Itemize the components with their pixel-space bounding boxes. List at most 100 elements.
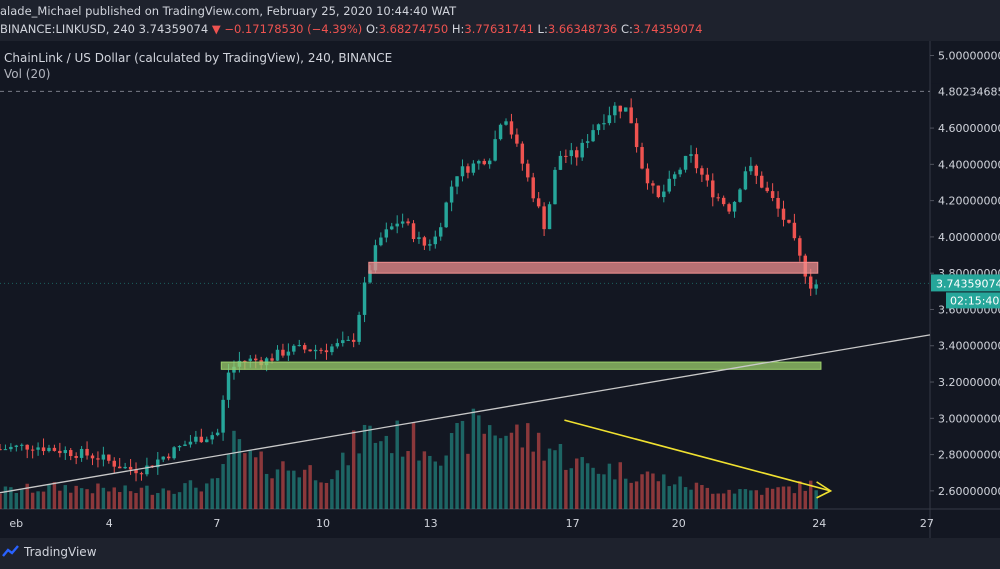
chart-legend-title: ChainLink / US Dollar (calculated by Tra…: [4, 51, 393, 65]
volume-bar: [85, 489, 89, 509]
candle-body: [41, 447, 46, 452]
volume-bar: [477, 415, 481, 509]
volume-bar: [150, 494, 155, 509]
y-tick-label: 4.40000000: [938, 158, 1000, 171]
price-chart[interactable]: 5.00000000 4.60000000 4.40000000 4.20000000…: [0, 41, 1000, 538]
x-tick-label: 20: [672, 517, 686, 530]
volume-bar: [297, 477, 301, 509]
candle-body: [569, 150, 574, 157]
volume-bar: [188, 480, 193, 509]
volume-bar: [596, 473, 601, 509]
candle-body: [30, 449, 35, 451]
volume-bar: [90, 493, 95, 509]
candle-body: [613, 105, 617, 116]
volume-bar: [629, 482, 633, 509]
y-tick-label: 3.20000000: [938, 376, 1000, 389]
volume-bar: [547, 448, 552, 509]
candle-body: [694, 154, 699, 169]
candle-body: [487, 160, 492, 165]
candle-body: [341, 340, 345, 344]
candle-body: [390, 226, 394, 230]
candle-body: [515, 134, 519, 144]
volume-bar: [662, 474, 666, 509]
volume-bar: [281, 461, 285, 509]
candle-body: [205, 439, 209, 443]
volume-bar: [79, 488, 84, 509]
candle-body: [286, 351, 291, 356]
volume-bar: [749, 490, 753, 509]
volume-bar: [705, 487, 710, 509]
volume-bar: [161, 488, 165, 509]
high-label: H:: [451, 22, 465, 36]
candle-body: [765, 187, 769, 192]
candle-body: [177, 445, 182, 448]
volume-bar: [721, 493, 726, 509]
candles: [0, 98, 818, 482]
volume-bar: [63, 485, 68, 509]
volume-bar: [395, 420, 399, 509]
volume-bar: [243, 453, 247, 509]
volume-bar: [651, 473, 655, 509]
volume-bar: [351, 430, 356, 509]
candle-body: [449, 186, 454, 203]
volume-bar: [166, 490, 171, 509]
volume-bar: [776, 487, 780, 509]
volume-bar: [248, 450, 253, 509]
volume-bar: [471, 408, 476, 509]
volume-bar: [493, 435, 497, 509]
volume-bar: [591, 467, 595, 509]
volume-bar: [308, 465, 312, 509]
candle-body: [14, 445, 19, 447]
volume-bar: [302, 469, 307, 509]
candle-body: [85, 448, 89, 456]
volume-bar: [226, 454, 231, 509]
candle-body: [0, 449, 2, 451]
candle-body: [808, 276, 813, 289]
candle-body: [123, 466, 127, 469]
candle-body: [52, 447, 57, 451]
candle-body: [221, 399, 225, 433]
candle-body: [90, 455, 95, 459]
last-price-box: [931, 274, 1000, 292]
volume-bar: [357, 453, 361, 509]
candle-body: [531, 177, 535, 199]
candle-body: [335, 343, 340, 347]
candle-body: [585, 141, 590, 143]
candle-body: [417, 237, 421, 239]
candle-body: [74, 456, 78, 458]
volume-bar: [346, 465, 350, 509]
candle-body: [194, 436, 198, 442]
volume-bar: [275, 469, 280, 509]
volume-bar: [379, 441, 383, 509]
candle-body: [558, 155, 563, 170]
volume-bar: [607, 463, 612, 509]
candle-body: [444, 202, 448, 228]
last-price-label: 3.74359074: [936, 277, 1000, 290]
candle-body: [536, 198, 541, 207]
high-value: 3.77631741: [464, 22, 534, 36]
volume-bar: [373, 442, 378, 509]
candle-body: [275, 349, 280, 361]
footer-bar: [0, 538, 1000, 569]
candle-body: [156, 459, 160, 468]
candle-body: [466, 166, 470, 173]
candle-body: [477, 160, 481, 164]
close-label: C:: [621, 22, 633, 36]
low-label: L:: [537, 22, 548, 36]
candle-body: [351, 339, 356, 342]
volume-bar: [74, 485, 78, 509]
candle-body: [411, 223, 416, 239]
volume-bar: [25, 483, 29, 509]
volume-bar: [194, 487, 198, 509]
volume-bar: [30, 492, 35, 509]
candle-body: [117, 466, 122, 469]
candle-body: [629, 107, 633, 124]
candle-body: [362, 282, 367, 315]
volume-bar: [417, 460, 421, 509]
volume-bar: [656, 481, 661, 509]
volume-bar: [531, 451, 535, 509]
candle-body: [58, 450, 62, 454]
ohlc-line: BINANCE:LINKUSD, 240 3.74359074 ▼ −0.171…: [0, 22, 702, 36]
low-value: 3.66348736: [547, 22, 618, 36]
candle-body: [69, 450, 73, 457]
